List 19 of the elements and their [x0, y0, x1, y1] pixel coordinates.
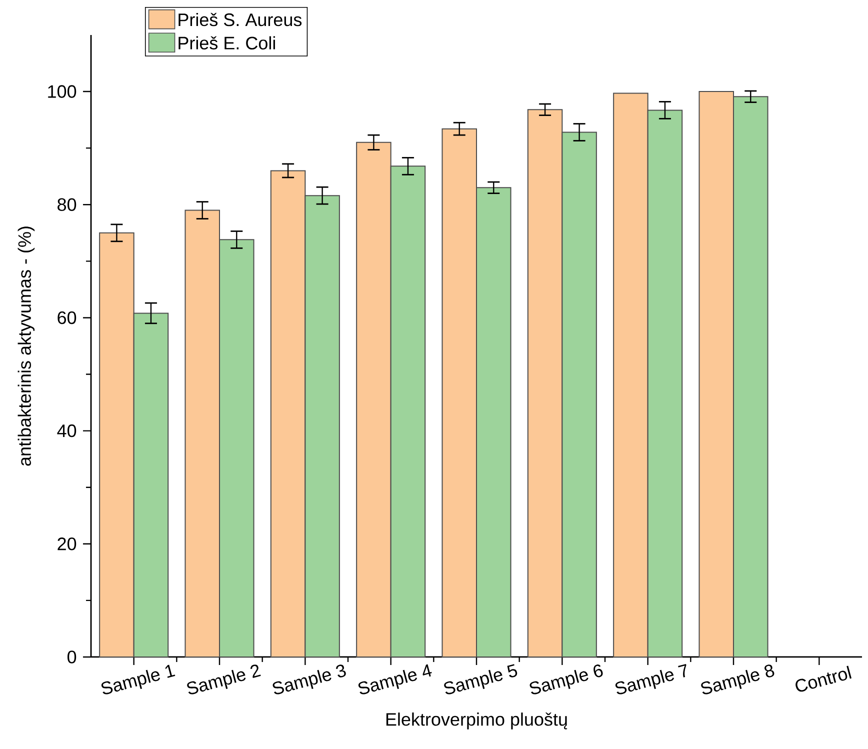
x-tick-label: Control: [796, 666, 852, 692]
x-axis-title: Elektroverpimo pluoštų: [386, 712, 568, 730]
x-tick-label: Sample 2: [187, 664, 261, 694]
x-tick-label: Sample 5: [444, 664, 518, 694]
y-tick-label: 100: [48, 85, 76, 98]
legend-label: Prieš S. Aureus: [178, 12, 302, 26]
x-tick-label: Sample 8: [701, 664, 774, 694]
x-tick-label: Sample 6: [530, 664, 603, 694]
y-tick-label: 80: [58, 198, 76, 211]
x-tick-label: Sample 1: [101, 664, 176, 694]
legend-label: Prieš E. Coli: [178, 36, 275, 50]
x-tick-label: Sample 7: [615, 664, 686, 694]
y-tick-label: 20: [58, 538, 76, 550]
x-tick-label: Sample 4: [358, 664, 432, 694]
y-tick-label: 40: [57, 424, 76, 438]
y-tick-label: 60: [58, 311, 76, 324]
x-tick-label: Sample 3: [272, 664, 346, 694]
y-tick-label: 0: [68, 650, 76, 664]
y-axis-title: antibakterinis aktyvumas - (%): [18, 226, 35, 466]
